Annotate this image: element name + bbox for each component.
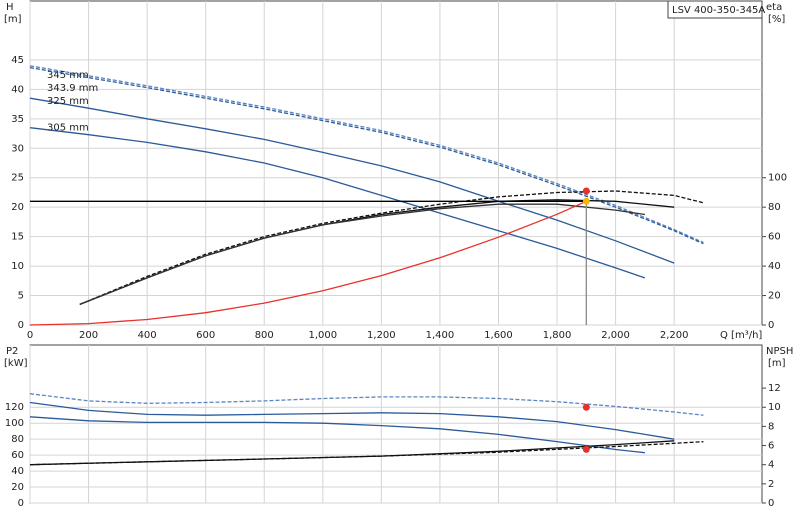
curve: [29, 393, 704, 416]
plot-frame: [29, 344, 763, 504]
y-axis-unit: [m]: [4, 14, 22, 25]
curve-label: 305 mm: [47, 123, 89, 134]
curve: [79, 199, 675, 306]
y2-tick-label: 80: [768, 202, 781, 213]
y2-tick-label: 20: [768, 291, 781, 302]
y2-tick-label: 2: [768, 479, 774, 490]
y-axis-label: H: [6, 2, 14, 13]
title-box: [667, 0, 763, 19]
x-tick-label: 800: [255, 330, 274, 341]
y-tick-label: 120: [5, 402, 24, 413]
x-tick-label: 1,800: [543, 330, 572, 341]
curve-label: 325 mm: [47, 96, 89, 107]
y-tick-label: 45: [11, 55, 24, 66]
curve: [29, 127, 646, 279]
y2-tick-label: 60: [768, 232, 781, 243]
y2-axis-label: NPSH: [766, 346, 793, 357]
y2-axis-unit: [m]: [768, 358, 786, 369]
y-tick-label: 20: [11, 482, 24, 493]
y-tick-label: 40: [11, 84, 24, 95]
curve-label: 343.9 mm: [47, 83, 98, 94]
curve: [79, 203, 645, 306]
y2-tick-label: 0: [768, 320, 774, 331]
y-tick-label: 35: [11, 114, 24, 125]
x-tick-label: 1,400: [426, 330, 455, 341]
y-axis-label: P2: [6, 346, 18, 357]
curve: [29, 440, 675, 466]
curve: [29, 65, 704, 244]
y2-tick-label: 100: [768, 173, 787, 184]
operating-point: [582, 445, 590, 453]
y-tick-label: 40: [11, 466, 24, 477]
y-axis-unit: [kW]: [4, 358, 28, 369]
chart-title: LSV 400-350-345A: [672, 5, 765, 16]
x-axis-label: Q [m³/h]: [720, 330, 762, 341]
y2-tick-label: 12: [768, 383, 781, 394]
y2-tick-label: 8: [768, 421, 774, 432]
y-tick-label: 10: [11, 261, 24, 272]
y-tick-label: 0: [18, 320, 24, 331]
x-tick-label: 400: [138, 330, 157, 341]
y-tick-label: 25: [11, 173, 24, 184]
x-tick-label: 200: [79, 330, 98, 341]
curve-label: 345 mm: [47, 70, 89, 81]
y2-tick-label: 0: [768, 498, 774, 509]
curve: [29, 97, 675, 264]
curve: [79, 190, 704, 306]
y2-tick-label: 6: [768, 441, 774, 452]
y-tick-label: 30: [11, 143, 24, 154]
y-tick-label: 20: [11, 202, 24, 213]
y-tick-label: 80: [11, 434, 24, 445]
x-tick-label: 0: [27, 330, 33, 341]
curve: [29, 416, 645, 454]
y-tick-label: 0: [18, 498, 24, 509]
y-tick-label: 15: [11, 232, 24, 243]
x-tick-label: 1,600: [484, 330, 513, 341]
curve: [29, 66, 704, 245]
curve: [29, 401, 675, 440]
y-tick-label: 5: [18, 291, 24, 302]
y-tick-label: 100: [5, 418, 24, 429]
y2-tick-label: 4: [768, 460, 774, 471]
plot-frame: [29, 0, 763, 326]
x-tick-label: 1,000: [308, 330, 337, 341]
x-tick-label: 2,200: [660, 330, 689, 341]
y2-tick-label: 10: [768, 402, 781, 413]
y2-tick-label: 40: [768, 261, 781, 272]
curve: [29, 200, 587, 326]
x-tick-label: 600: [196, 330, 215, 341]
operating-point: [582, 403, 590, 411]
y-tick-label: 60: [11, 450, 24, 461]
operating-point: [582, 197, 590, 205]
y2-axis-label: eta: [766, 2, 782, 13]
y2-axis-unit: [%]: [768, 14, 785, 25]
operating-point: [582, 187, 590, 195]
x-tick-label: 2,000: [601, 330, 630, 341]
x-tick-label: 1,200: [367, 330, 396, 341]
